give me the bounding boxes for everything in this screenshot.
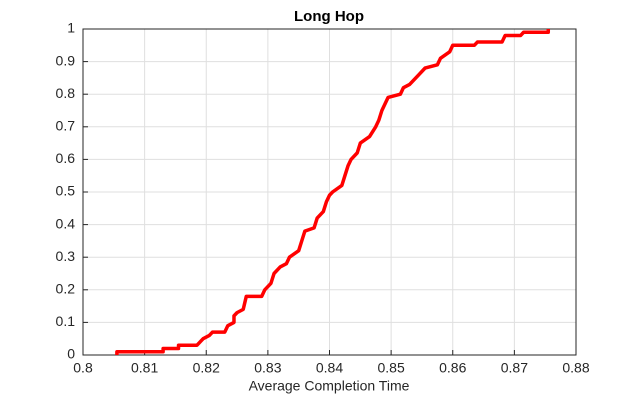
plot-frame <box>82 28 577 356</box>
y-tick-label: 0.3 <box>56 248 76 264</box>
x-tick-label: 0.82 <box>193 360 220 376</box>
x-tick-label: 0.85 <box>378 360 405 376</box>
y-tick-label: 0.6 <box>56 150 76 166</box>
data-line <box>115 29 551 355</box>
y-tick-label: 0.9 <box>56 52 76 68</box>
y-tick-label: 0.2 <box>56 281 76 297</box>
y-tick-label: 1 <box>67 20 75 36</box>
y-tick-label: 0 <box>67 346 75 362</box>
y-tick-label: 0.4 <box>56 215 76 231</box>
y-tick-label: 0.7 <box>56 118 76 134</box>
x-tick-label: 0.8 <box>73 360 93 376</box>
x-tick-label: 0.86 <box>439 360 466 376</box>
x-tick-label: 0.87 <box>501 360 528 376</box>
x-tick-label: 0.83 <box>254 360 281 376</box>
y-tick-label: 0.1 <box>56 313 76 329</box>
x-tick-label: 0.81 <box>131 360 158 376</box>
x-axis-label: Average Completion Time <box>249 378 410 394</box>
y-tick-label: 0.8 <box>56 85 76 101</box>
y-tick-label: 0.5 <box>56 183 76 199</box>
x-tick-label: 0.84 <box>316 360 343 376</box>
x-tick-label: 0.88 <box>562 360 589 376</box>
chart-title: Long Hop <box>294 8 364 25</box>
